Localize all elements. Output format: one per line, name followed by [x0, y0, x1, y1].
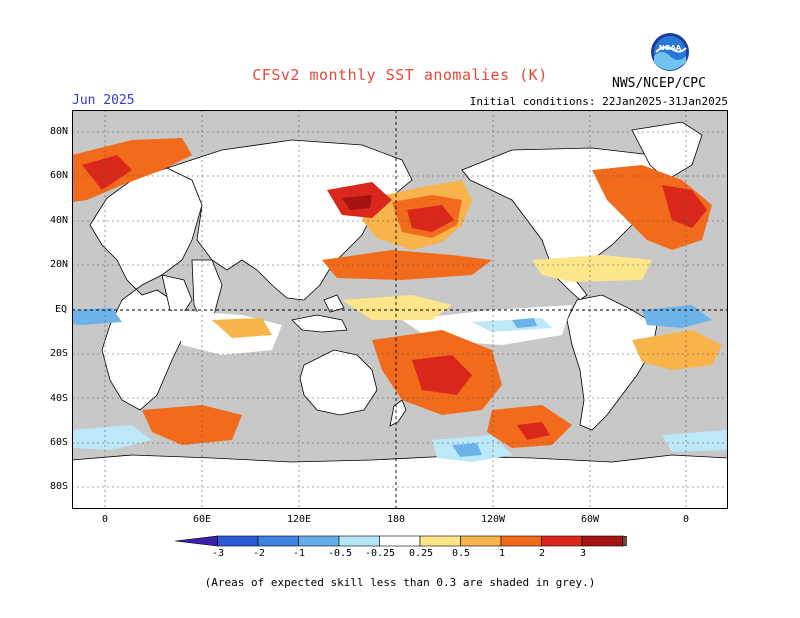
lat-label: 20N	[50, 259, 69, 270]
lon-label: 120E	[286, 514, 312, 525]
lon-label: 60W	[580, 514, 600, 525]
agency-label: NWS/NCEP/CPC	[612, 76, 706, 91]
land-masses	[72, 121, 728, 509]
legend-tick-label: 2	[538, 548, 546, 559]
lat-label: 40S	[50, 393, 69, 404]
sst-anomaly-map	[72, 110, 728, 509]
color-scale-segment	[541, 535, 583, 547]
legend-tick-label: -0.5	[327, 548, 353, 559]
color-scale-segment	[581, 535, 623, 547]
lon-label: 0	[101, 514, 109, 525]
legend-tick-label: -3	[211, 548, 225, 559]
color-scale-segment	[217, 535, 259, 547]
initial-conditions-label: Initial conditions: 22Jan2025-31Jan2025	[469, 95, 728, 108]
lon-label: 0	[682, 514, 690, 525]
legend-tick-label: -2	[252, 548, 266, 559]
legend-tick-label: -1	[292, 548, 306, 559]
legend-tick-label: 0.25	[408, 548, 434, 559]
color-scale-bar	[175, 535, 627, 547]
color-scale-segment	[175, 535, 218, 547]
color-scale-segment	[419, 535, 461, 547]
legend-tick-label: 0.5	[451, 548, 471, 559]
lat-label: 20S	[50, 348, 69, 359]
legend-tick-label: 1	[498, 548, 506, 559]
legend-tick-label: 3	[579, 548, 587, 559]
lon-label: 180	[386, 514, 406, 525]
lon-label: 60E	[192, 514, 212, 525]
color-scale-segment	[338, 535, 380, 547]
lon-label: 120W	[480, 514, 506, 525]
color-scale-segment	[379, 535, 421, 547]
skill-footnote: (Areas of expected skill less than 0.3 a…	[204, 576, 596, 589]
noaa-logo: NOAA	[651, 33, 689, 71]
color-scale-segment	[298, 535, 340, 547]
lat-label: 60N	[50, 170, 69, 181]
lat-label: 80S	[50, 481, 69, 492]
map-title: CFSv2 monthly SST anomalies (K)	[252, 66, 548, 84]
color-scale-segment	[257, 535, 299, 547]
lat-label: 60S	[50, 437, 69, 448]
color-scale-segment	[460, 535, 502, 547]
lat-label: 80N	[50, 126, 69, 137]
legend-tick-label: -0.25	[364, 548, 396, 559]
valid-month-label: Jun 2025	[72, 93, 135, 108]
lat-label: EQ	[55, 304, 68, 315]
equator-dateline	[72, 110, 728, 509]
map-gridlines	[72, 110, 728, 509]
color-scale-segment	[622, 535, 627, 547]
lat-label: 40N	[50, 215, 69, 226]
logo-text: NOAA	[659, 44, 682, 52]
color-scale-segment	[500, 535, 542, 547]
sst-anomaly-patches	[72, 138, 728, 462]
